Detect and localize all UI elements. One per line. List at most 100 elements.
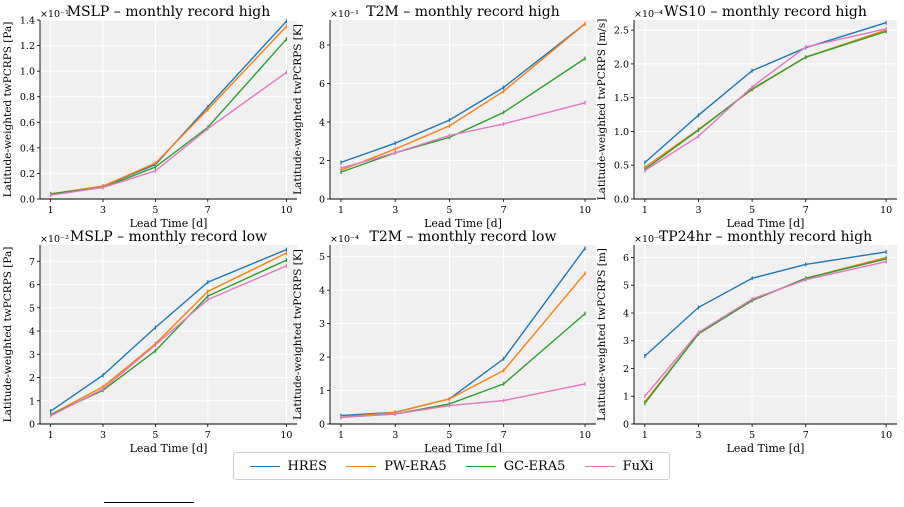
legend: HRES PW-ERA5 GC-ERA5 FuXi xyxy=(233,452,670,480)
chart-title: T2M – monthly record high xyxy=(366,4,560,20)
y-scale-multiplier: ×10⁻⁴ xyxy=(634,9,663,20)
chart-panel-4: 0 1 2 3 4 5 6 7 1 3 5 7 10 ×10⁻² MSLP – monthly record… xyxy=(2,229,297,455)
legend-label-gc-era5: GC-ERA5 xyxy=(503,458,566,474)
y-axis-label: Latitude-weighted twPCRPS [K] xyxy=(292,24,304,195)
y-axis-label: Latitude-weighted twPCRPS [m] xyxy=(596,248,608,421)
y-tick-label: 0.5 xyxy=(614,161,629,172)
x-axis-label: Lead Time [d] xyxy=(727,217,805,230)
y-tick-label: 0.8 xyxy=(20,92,35,103)
chart-title: T2M – monthly record low xyxy=(370,229,557,245)
legend-label-hres: HRES xyxy=(287,458,328,474)
x-axis-label: Lead Time [d] xyxy=(424,442,502,455)
y-tick-label: 2.0 xyxy=(614,59,629,70)
x-tick-label: 1 xyxy=(642,430,648,441)
legend-item-hres: HRES xyxy=(249,458,328,474)
y-tick-label: 1.0 xyxy=(20,67,35,78)
footnote-rule xyxy=(104,502,194,503)
x-tick-label: 5 xyxy=(749,430,755,441)
x-tick-label: 3 xyxy=(100,430,106,441)
chart-title: TP24hr – monthly record high xyxy=(659,229,872,245)
plot-area xyxy=(634,245,897,424)
x-tick-label: 3 xyxy=(392,430,398,441)
y-tick-label: 0 xyxy=(319,195,325,206)
y-tick-label: 6 xyxy=(319,79,325,90)
x-tick-label: 1 xyxy=(48,430,54,441)
y-tick-label: 3 xyxy=(319,319,325,330)
y-scale-multiplier: ×10⁻² xyxy=(40,234,69,245)
y-tick-label: 4 xyxy=(319,118,325,129)
plot-area xyxy=(634,20,897,199)
legend-item-pw-era5: PW-ERA5 xyxy=(346,459,447,474)
y-tick-label: 2.5 xyxy=(614,26,629,37)
legend-swatch-gc-era5 xyxy=(465,465,496,467)
x-tick-label: 5 xyxy=(446,430,452,441)
x-tick-label: 1 xyxy=(338,430,344,441)
legend-item-gc-era5: GC-ERA5 xyxy=(465,458,566,474)
y-axis-label: Latitude-weighted twPCRPS [Pa] xyxy=(2,22,14,198)
y-tick-label: 4 xyxy=(29,327,35,338)
x-tick-label: 10 xyxy=(880,205,892,216)
legend-swatch-fuxi xyxy=(584,465,615,467)
y-tick-label: 2 xyxy=(29,373,35,384)
y-axis-label: Latitude-weighted twPCRPS [K] xyxy=(292,249,304,420)
chart-panel-5: 0 1 2 3 4 5 1 3 5 7 10 ×10⁻⁴ T2M – monthly record lo… xyxy=(292,229,596,455)
x-tick-label: 7 xyxy=(205,430,211,441)
x-axis-label: Lead Time [d] xyxy=(424,217,502,230)
x-tick-label: 10 xyxy=(880,430,892,441)
y-tick-label: 2 xyxy=(623,364,629,375)
y-tick-label: 3 xyxy=(623,336,629,347)
y-scale-multiplier: ×10⁻⁴ xyxy=(330,234,359,245)
x-tick-label: 3 xyxy=(695,430,701,441)
x-axis-label: Lead Time [d] xyxy=(130,217,208,230)
y-tick-label: 3 xyxy=(29,350,35,361)
plot-area xyxy=(330,245,596,424)
legend-swatch-pw-era5 xyxy=(346,465,377,467)
legend-swatch-hres xyxy=(249,465,280,467)
y-tick-label: 0.0 xyxy=(614,195,629,206)
y-tick-label: 2 xyxy=(319,156,325,167)
chart-title: MSLP – monthly record high xyxy=(67,4,271,20)
x-tick-label: 3 xyxy=(100,205,106,216)
y-tick-label: 1 xyxy=(623,392,629,403)
chart-panel-1: 0.0 0.2 0.4 0.6 0.8 1.0 1.2 1.4 1 3 5 7 10 ×10⁻¹MSLP … xyxy=(2,4,297,230)
y-tick-label: 4 xyxy=(623,308,629,319)
x-tick-label: 7 xyxy=(501,205,507,216)
y-axis-label: Latitude-weighted twPCRPS [m/s] xyxy=(596,19,608,201)
y-tick-label: 1.5 xyxy=(614,93,629,104)
chart-panel-3: 0.0 0.5 1.0 1.5 2.0 2.5 1 3 5 7 10 ×10⁻⁴ WS10 – mont… xyxy=(596,4,897,230)
x-tick-label: 1 xyxy=(48,205,54,216)
y-scale-multiplier: ×10⁻⁶ xyxy=(634,234,663,245)
y-tick-label: 4 xyxy=(319,286,325,297)
y-tick-label: 1.0 xyxy=(614,127,629,138)
legend-label-fuxi: FuXi xyxy=(622,458,654,474)
y-tick-label: 0.4 xyxy=(20,143,35,154)
legend-label-pw-era5: PW-ERA5 xyxy=(384,458,447,474)
y-axis-label: Latitude-weighted twPCRPS [Pa] xyxy=(2,247,14,423)
y-tick-label: 0.0 xyxy=(20,195,35,206)
y-tick-label: 1.4 xyxy=(20,16,35,27)
y-tick-label: 2 xyxy=(319,353,325,364)
y-tick-label: 0.2 xyxy=(20,169,35,180)
y-tick-label: 6 xyxy=(29,280,35,291)
x-tick-label: 5 xyxy=(446,205,452,216)
x-tick-label: 7 xyxy=(803,430,809,441)
y-tick-label: 6 xyxy=(623,253,629,264)
x-tick-label: 10 xyxy=(579,430,591,441)
y-tick-label: 5 xyxy=(319,252,325,263)
x-tick-label: 1 xyxy=(338,205,344,216)
chart-panel-2: 0 2 4 6 8 1 3 5 7 10 ×10⁻¹ T2M – monthly record hig… xyxy=(292,4,596,230)
x-tick-label: 1 xyxy=(642,205,648,216)
x-tick-label: 5 xyxy=(152,430,158,441)
x-tick-label: 3 xyxy=(392,205,398,216)
x-tick-label: 7 xyxy=(501,430,507,441)
x-axis-label: Lead Time [d] xyxy=(727,442,805,455)
x-tick-label: 10 xyxy=(280,430,292,441)
y-tick-label: 0 xyxy=(319,420,325,431)
x-tick-label: 5 xyxy=(749,205,755,216)
legend-item-fuxi: FuXi xyxy=(584,458,654,474)
y-tick-label: 1 xyxy=(319,386,325,397)
y-tick-label: 5 xyxy=(29,303,35,314)
plot-area xyxy=(40,20,297,199)
